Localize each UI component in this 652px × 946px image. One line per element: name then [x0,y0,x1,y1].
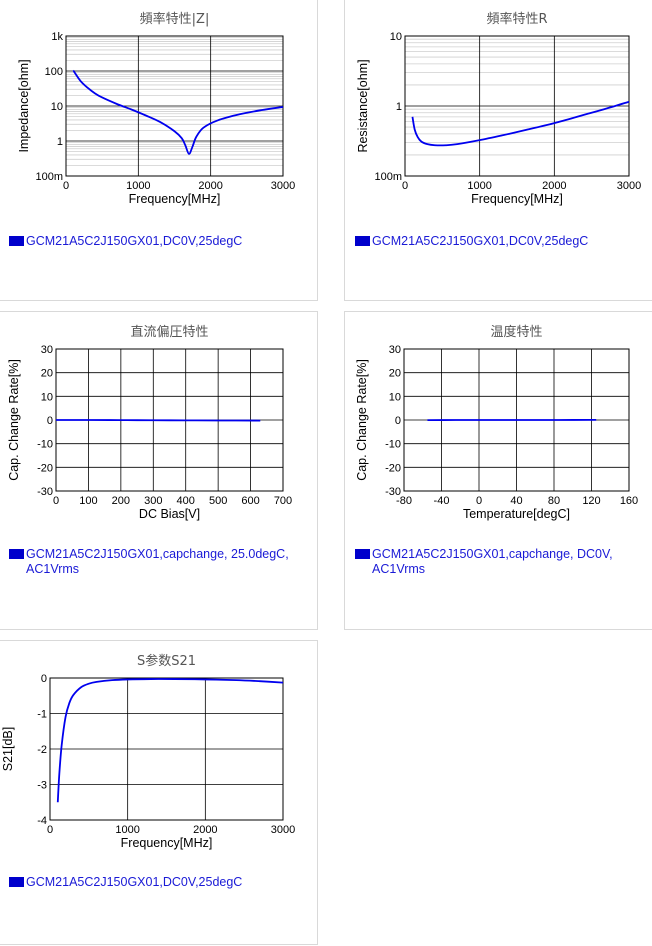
y-axis-label: Cap. Change Rate[%] [7,359,21,481]
x-tick-label: 120 [582,495,600,507]
y-tick-label: 10 [389,391,401,403]
y-tick-label: -1 [37,709,47,721]
chart-panel-s21: S参数S21 -4 -3 -2 -1 0 0 1000 2000 3000 Frequency[MH… [0,640,318,945]
legend-label: GCM21A5C2J150GX01,DC0V,25degC [26,234,242,249]
y-tick-label: 30 [389,344,401,356]
legend-swatch [9,549,24,559]
y-tick-label: 1 [57,136,63,148]
x-tick-label: 100 [79,495,97,507]
y-tick-label: 0 [47,415,53,427]
y-tick-label: 10 [51,101,63,113]
x-tick-label: 0 [63,180,69,192]
y-tick-label: -20 [37,462,53,474]
x-tick-label: 700 [274,495,292,507]
x-tick-label: 40 [510,495,522,507]
x-tick-label: 600 [241,495,259,507]
legend-resistance: GCM21A5C2J150GX01,DC0V,25degC [355,234,588,249]
x-axis-label: DC Bias[V] [139,507,200,521]
y-tick-label: -20 [385,462,401,474]
x-tick-label: 300 [144,495,162,507]
y-tick-label: 0 [41,673,47,685]
x-tick-label: 1000 [126,180,150,192]
x-tick-label: 500 [209,495,227,507]
legend-label: GCM21A5C2J150GX01,capchange, 25.0degC, A… [26,547,317,577]
y-tick-label: -30 [37,486,53,498]
x-tick-label: 3000 [617,180,641,192]
x-tick-label: 2000 [198,180,222,192]
x-tick-label: 2000 [193,824,217,836]
legend-label: GCM21A5C2J150GX01,capchange, DC0V, AC1Vr… [372,547,652,577]
y-axis-label: Resistance[ohm] [356,59,370,152]
y-tick-label: 20 [41,368,53,380]
legend-swatch [355,236,370,246]
y-tick-label: 1 [396,101,402,113]
x-tick-label: 0 [402,180,408,192]
chart-panel-impedance: 頻率特性|Z| 100m 1 10 100 1k 0 1000 2000 3000 Frequenc… [0,0,318,301]
series-line [58,679,283,802]
y-tick-label: 100m [35,171,63,183]
x-axis-label: Frequency[MHz] [121,836,213,850]
y-axis-label: S21[dB] [1,727,15,771]
legend-impedance: GCM21A5C2J150GX01,DC0V,25degC [9,234,242,249]
y-tick-label: 1k [51,31,63,43]
y-tick-label: 100m [374,171,402,183]
impedance-chart: 頻率特性|Z| 100m 1 10 100 1k 0 1000 2000 3000 Frequenc… [0,0,319,302]
legend-swatch [355,549,370,559]
legend-swatch [9,236,24,246]
x-tick-label: 3000 [271,824,295,836]
y-tick-label: -3 [37,780,47,792]
y-tick-label: -10 [37,439,53,451]
chart-title: 頻率特性R [486,11,547,27]
x-tick-label: 200 [112,495,130,507]
x-tick-label: 0 [476,495,482,507]
x-tick-label: 80 [548,495,560,507]
x-tick-label: 0 [47,824,53,836]
chart-panel-resistance: 頻率特性R 100m 1 10 0 1000 2000 3000 Frequency[MHz] R… [344,0,652,301]
y-tick-label: -10 [385,439,401,451]
series-line [412,102,629,146]
x-axis-label: Frequency[MHz] [129,192,221,206]
x-tick-label: 400 [177,495,195,507]
y-tick-label: -4 [37,815,47,827]
y-tick-label: 10 [41,391,53,403]
y-tick-label: 10 [390,31,402,43]
x-axis-label: Temperature[degC] [463,507,570,521]
legend-label: GCM21A5C2J150GX01,DC0V,25degC [372,234,588,249]
x-tick-label: 2000 [542,180,566,192]
x-tick-label: 1000 [115,824,139,836]
x-tick-label: -80 [396,495,412,507]
legend-swatch [9,877,24,887]
x-tick-label: -40 [434,495,450,507]
x-tick-label: 1000 [467,180,491,192]
y-tick-label: 0 [395,415,401,427]
y-tick-label: 100 [45,66,63,78]
y-tick-label: 30 [41,344,53,356]
x-tick-label: 0 [53,495,59,507]
y-axis-label: Impedance[ohm] [17,59,31,152]
legend-temperature: GCM21A5C2J150GX01,capchange, DC0V, AC1Vr… [355,547,652,577]
x-tick-label: 160 [620,495,638,507]
s21-chart: S参数S21 -4 -3 -2 -1 0 0 1000 2000 3000 Frequency[MH… [0,641,319,946]
chart-title: 温度特性 [490,324,542,340]
x-axis-label: Frequency[MHz] [471,192,563,206]
legend-label: GCM21A5C2J150GX01,DC0V,25degC [26,875,242,890]
x-tick-label: 3000 [271,180,295,192]
chart-title: S参数S21 [137,653,196,669]
legend-s21: GCM21A5C2J150GX01,DC0V,25degC [9,875,242,890]
y-axis-label: Cap. Change Rate[%] [355,359,369,481]
resistance-chart: 頻率特性R 100m 1 10 0 1000 2000 3000 Frequency[MHz] R… [345,0,652,302]
legend-dc-bias: GCM21A5C2J150GX01,capchange, 25.0degC, A… [9,547,317,577]
chart-title: 直流偏圧特性 [130,325,208,340]
series-line [56,420,260,421]
chart-title: 頻率特性|Z| [140,11,210,27]
y-tick-label: -2 [37,744,47,756]
y-tick-label: 20 [389,368,401,380]
